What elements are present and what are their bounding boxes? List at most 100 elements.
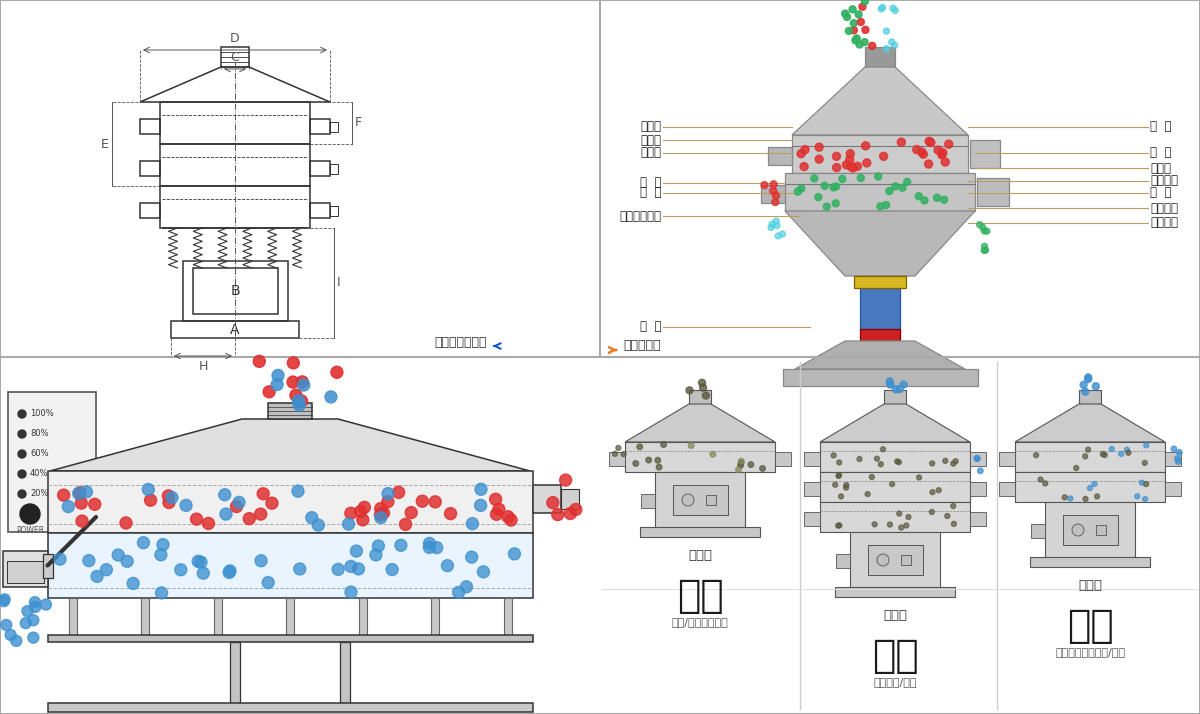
Circle shape	[290, 389, 302, 401]
Text: 去除液體中的顏粒/異物: 去除液體中的顏粒/異物	[1055, 647, 1126, 657]
Circle shape	[406, 507, 418, 518]
Circle shape	[1139, 481, 1145, 486]
Bar	[804, 512, 820, 526]
Circle shape	[893, 386, 899, 393]
Circle shape	[761, 181, 768, 188]
Circle shape	[564, 508, 576, 520]
Bar	[192, 268, 277, 314]
Circle shape	[881, 447, 886, 452]
Circle shape	[344, 560, 356, 573]
Circle shape	[899, 525, 904, 530]
Circle shape	[859, 4, 866, 10]
Text: H: H	[198, 360, 208, 373]
Circle shape	[929, 510, 935, 515]
Circle shape	[386, 563, 398, 575]
Polygon shape	[1015, 404, 1165, 442]
Bar	[142, 598, 149, 636]
Circle shape	[888, 522, 893, 527]
Bar	[640, 527, 760, 537]
Circle shape	[395, 539, 407, 551]
Circle shape	[848, 164, 857, 172]
Circle shape	[344, 507, 356, 519]
Circle shape	[1176, 458, 1181, 464]
Circle shape	[899, 184, 906, 191]
Bar	[1165, 482, 1181, 496]
Circle shape	[702, 392, 709, 399]
Circle shape	[91, 570, 103, 583]
Circle shape	[143, 483, 155, 496]
Circle shape	[1080, 381, 1087, 388]
Circle shape	[833, 482, 838, 487]
Circle shape	[1062, 495, 1067, 500]
Circle shape	[738, 463, 743, 468]
Bar	[998, 452, 1015, 466]
Bar	[330, 121, 338, 131]
Bar	[504, 598, 511, 636]
Circle shape	[1144, 443, 1148, 448]
Circle shape	[773, 218, 779, 224]
Circle shape	[846, 150, 854, 158]
Bar	[310, 203, 330, 218]
Bar	[268, 403, 312, 419]
Circle shape	[917, 475, 922, 480]
Circle shape	[656, 464, 662, 470]
Bar	[140, 161, 160, 176]
Bar	[689, 390, 710, 404]
Circle shape	[760, 466, 766, 471]
Circle shape	[689, 443, 694, 448]
Circle shape	[847, 163, 854, 171]
Circle shape	[798, 185, 805, 192]
Circle shape	[30, 601, 41, 613]
Circle shape	[400, 518, 412, 531]
Bar	[172, 321, 299, 338]
Bar	[310, 119, 330, 134]
Circle shape	[20, 504, 40, 524]
Text: 結構示意圖: 結構示意圖	[623, 339, 660, 352]
Text: F: F	[355, 116, 362, 129]
Circle shape	[862, 142, 870, 150]
Circle shape	[144, 494, 156, 506]
Circle shape	[1171, 446, 1177, 452]
Circle shape	[1118, 451, 1123, 456]
Circle shape	[842, 161, 851, 169]
Circle shape	[552, 508, 564, 521]
Circle shape	[298, 379, 310, 391]
Circle shape	[710, 451, 715, 457]
Bar	[1079, 390, 1102, 404]
Circle shape	[1142, 496, 1147, 501]
Circle shape	[230, 501, 242, 513]
Circle shape	[850, 6, 856, 13]
Bar	[782, 369, 978, 386]
Circle shape	[256, 555, 268, 567]
Circle shape	[833, 152, 840, 161]
Circle shape	[904, 178, 911, 186]
Circle shape	[830, 183, 838, 191]
Circle shape	[493, 503, 505, 516]
Circle shape	[974, 456, 980, 461]
Circle shape	[1176, 450, 1182, 455]
Circle shape	[162, 490, 174, 502]
Circle shape	[851, 26, 857, 34]
Bar	[1015, 472, 1165, 502]
Text: 20%: 20%	[30, 490, 48, 498]
Circle shape	[263, 386, 275, 398]
Circle shape	[832, 453, 836, 458]
Circle shape	[431, 542, 443, 553]
Bar	[50, 509, 64, 522]
Bar	[48, 635, 533, 642]
Text: 進料口: 進料口	[640, 121, 661, 134]
Circle shape	[203, 518, 215, 529]
Circle shape	[18, 490, 26, 498]
Text: 80%: 80%	[30, 430, 49, 438]
Bar	[1015, 442, 1165, 472]
Bar	[850, 532, 940, 587]
Circle shape	[833, 164, 841, 171]
Circle shape	[892, 42, 898, 49]
Circle shape	[559, 474, 571, 486]
Bar	[672, 485, 727, 515]
Circle shape	[919, 150, 928, 159]
Bar	[835, 587, 955, 597]
Text: 40%: 40%	[30, 470, 48, 478]
Circle shape	[698, 379, 706, 386]
Bar	[1030, 557, 1150, 567]
